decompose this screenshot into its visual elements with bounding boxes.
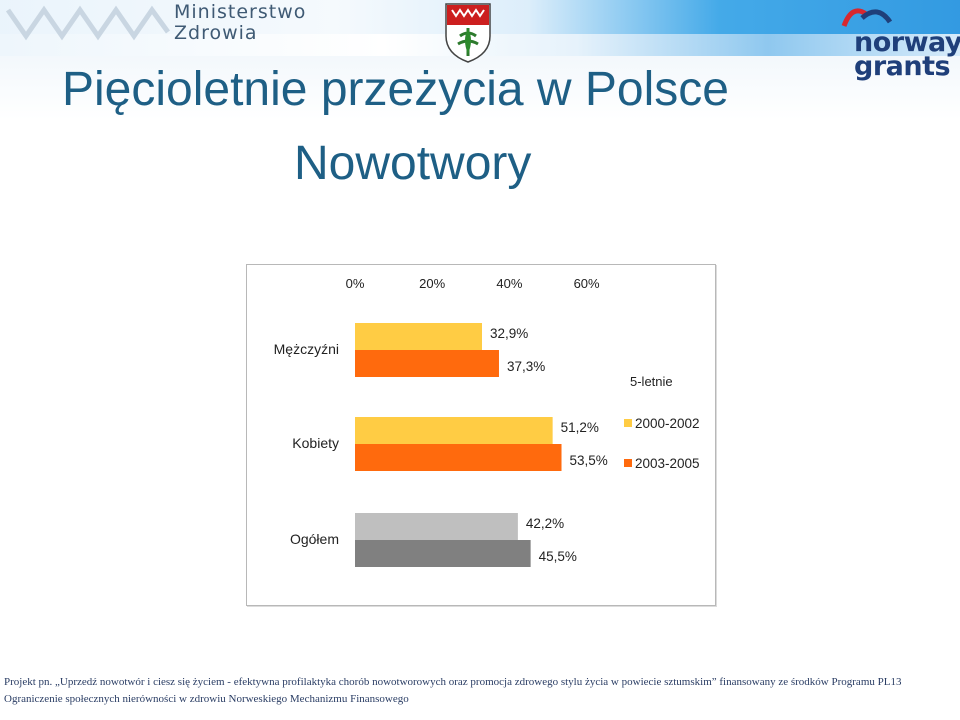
x-tick-label: 40% (496, 276, 522, 291)
ministry-wave-icon (5, 5, 170, 41)
footer-line-2: Ograniczenie społecznych nierówności w z… (4, 693, 409, 705)
x-tick-label: 20% (419, 276, 445, 291)
chart-frame: 0% 20% 40% 60% Mężczyźni 32,9% 37,3% Kobiety 51,… (246, 264, 716, 606)
bar-2003-2005-1 (355, 444, 562, 471)
norway-grants-arc-icon (841, 8, 893, 27)
x-tick-label: 0% (346, 276, 365, 291)
legend-entry-1: 2000-2002 (635, 416, 700, 431)
ministry-line-1: Ministerstwo (174, 1, 307, 23)
coat-of-arms-icon (445, 3, 491, 63)
data-label: 45,5% (539, 549, 577, 564)
data-label: 37,3% (507, 359, 545, 374)
data-label: 32,9% (490, 326, 528, 341)
bar-2000-2002-2 (355, 513, 518, 540)
footer-line-1: Projekt pn. „Uprzedź nowotwór i ciesz si… (4, 676, 902, 688)
data-label: 51,2% (561, 420, 599, 435)
footer: Projekt pn. „Uprzedź nowotwór i ciesz si… (4, 674, 954, 708)
category-label: Mężczyźni (274, 341, 339, 357)
slide-subtitle: Nowotwory (294, 137, 532, 190)
bar-chart: 0% 20% 40% 60% Mężczyźni 32,9% 37,3% Kobiety 51,… (274, 276, 700, 567)
banner-stripe-bottom (0, 56, 960, 120)
category-label: Kobiety (292, 435, 339, 451)
data-label: 42,2% (526, 516, 564, 531)
legend-swatch-1 (624, 419, 632, 427)
ministry-line-2: Zdrowia (174, 22, 258, 44)
grants-word: grants (854, 51, 951, 82)
bar-2003-2005-0 (355, 350, 499, 377)
norway-grants-logo: norway grants (838, 0, 960, 86)
bar-2003-2005-2 (355, 540, 531, 567)
data-label: 53,5% (570, 453, 608, 468)
ministry-name: Ministerstwo Zdrowia (174, 2, 306, 44)
norway-word: norway (854, 27, 960, 58)
bar-2000-2002-1 (355, 417, 553, 444)
ministry-logo: Ministerstwo Zdrowia (0, 0, 340, 48)
legend-title: 5-letnie (630, 374, 673, 389)
x-tick-label: 60% (574, 276, 600, 291)
legend-swatch-2 (624, 459, 632, 467)
slide-title: Pięcioletnie przeżycia w Polsce (62, 63, 729, 116)
bar-2000-2002-0 (355, 323, 482, 350)
legend-entry-2: 2003-2005 (635, 456, 700, 471)
category-label: Ogółem (290, 531, 339, 547)
